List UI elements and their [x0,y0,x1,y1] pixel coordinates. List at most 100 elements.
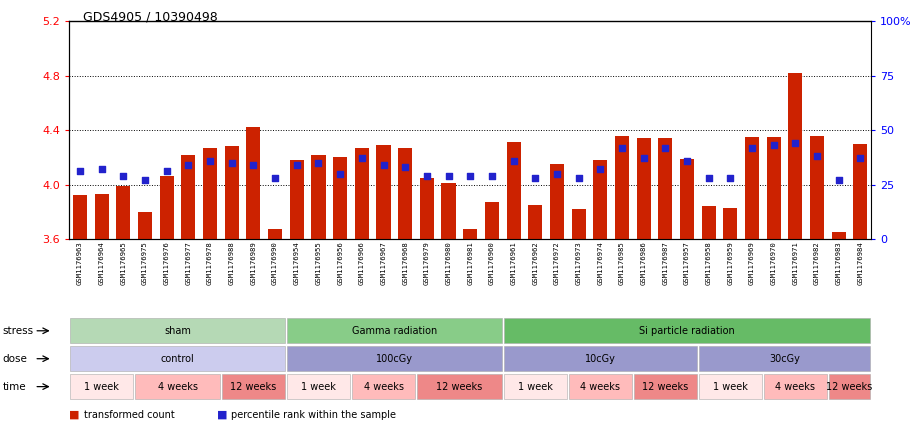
Text: GSM1176956: GSM1176956 [337,241,343,285]
Text: dose: dose [3,354,28,364]
Bar [73,195,87,239]
Point [832,177,846,184]
Point [636,155,651,162]
Text: GSM1176980: GSM1176980 [445,241,452,285]
Text: 30cGy: 30cGy [769,354,800,364]
Point [702,175,716,181]
Text: GSM1176978: GSM1176978 [207,241,213,285]
Text: 4 weeks: 4 weeks [580,382,621,392]
Text: GSM1176990: GSM1176990 [272,241,278,285]
Text: GSM1176979: GSM1176979 [424,241,430,285]
Point [788,140,803,146]
Bar [854,144,868,239]
Text: GSM1176969: GSM1176969 [749,241,755,285]
Bar [95,194,109,239]
Point [333,170,348,177]
Bar [702,206,715,239]
Point [593,166,608,173]
Text: 1 week: 1 week [84,382,119,392]
Text: Si particle radiation: Si particle radiation [639,326,735,336]
Text: GSM1176984: GSM1176984 [857,241,863,285]
Bar [398,148,412,239]
Point [73,168,88,175]
Text: GSM1176966: GSM1176966 [359,241,365,285]
Text: ■: ■ [69,409,79,420]
Bar [376,145,391,239]
Point [203,157,218,164]
Text: GSM1176983: GSM1176983 [835,241,842,285]
Bar [225,146,239,239]
Text: GSM1176967: GSM1176967 [381,241,386,285]
Point [572,175,586,181]
Point [766,142,781,149]
Point [224,159,239,166]
Text: control: control [160,354,195,364]
Text: GSM1176985: GSM1176985 [619,241,625,285]
Point [160,168,174,175]
Text: GSM1176965: GSM1176965 [121,241,126,285]
Text: GSM1176971: GSM1176971 [792,241,798,285]
Bar [203,148,217,239]
Text: Gamma radiation: Gamma radiation [351,326,437,336]
Text: sham: sham [164,326,191,336]
Bar [312,154,325,239]
Bar [636,138,651,239]
Bar [442,183,455,239]
Bar [658,138,672,239]
Point [463,173,478,179]
Bar [572,209,585,239]
Text: GSM1176981: GSM1176981 [467,241,473,285]
Point [181,162,195,168]
Text: GSM1176972: GSM1176972 [554,241,560,285]
Text: GSM1176988: GSM1176988 [229,241,235,285]
Point [550,170,564,177]
Text: GSM1176968: GSM1176968 [402,241,408,285]
Text: 1 week: 1 week [518,382,552,392]
Point [528,175,543,181]
Point [94,166,109,173]
Bar [810,135,824,239]
Point [723,175,738,181]
Bar [138,212,152,239]
Point [267,175,282,181]
Text: GSM1176982: GSM1176982 [814,241,820,285]
Point [853,155,868,162]
Text: GSM1176957: GSM1176957 [684,241,690,285]
Bar [182,154,195,239]
Point [290,162,304,168]
Point [116,173,131,179]
Text: GSM1176962: GSM1176962 [532,241,538,285]
Text: GDS4905 / 10390498: GDS4905 / 10390498 [83,11,218,24]
Bar [680,159,694,239]
Text: 100cGy: 100cGy [376,354,413,364]
Bar [246,127,261,239]
Text: GSM1176958: GSM1176958 [705,241,712,285]
Point [246,162,261,168]
Text: GSM1176960: GSM1176960 [489,241,495,285]
Text: time: time [3,382,27,392]
Text: 4 weeks: 4 weeks [775,382,815,392]
Bar [528,205,542,239]
Point [810,153,824,159]
Text: ■: ■ [217,409,227,420]
Text: transformed count: transformed count [84,409,174,420]
Text: 10cGy: 10cGy [585,354,616,364]
Text: 12 weeks: 12 weeks [643,382,689,392]
Text: GSM1176986: GSM1176986 [641,241,646,285]
Text: 4 weeks: 4 weeks [363,382,404,392]
Bar [550,164,564,239]
Text: GSM1176989: GSM1176989 [251,241,256,285]
Text: 4 weeks: 4 weeks [158,382,197,392]
Bar [832,232,845,239]
Text: GSM1176963: GSM1176963 [77,241,83,285]
Point [506,157,521,164]
Text: GSM1176954: GSM1176954 [294,241,300,285]
Text: GSM1176977: GSM1176977 [185,241,192,285]
Text: GSM1176987: GSM1176987 [662,241,668,285]
Bar [506,142,521,239]
Bar [355,148,369,239]
Bar [268,229,282,239]
Bar [788,73,802,239]
Point [485,173,500,179]
Point [420,173,434,179]
